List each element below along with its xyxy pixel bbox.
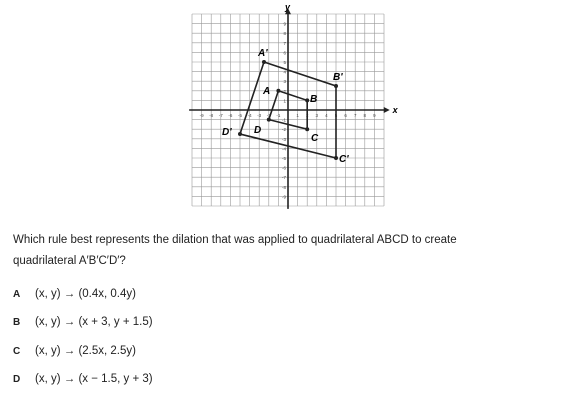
axis-label: y <box>284 2 291 12</box>
tick-label: 1 <box>283 98 286 103</box>
tick-label: 1 <box>296 113 299 118</box>
point-label: A <box>262 86 270 97</box>
choice[interactable]: A (x, y) → (0.4x, 0.4y) <box>13 288 136 300</box>
tick-label: -5 <box>282 156 286 161</box>
question-line: Which rule best represents the dilation … <box>13 234 457 246</box>
tick-label: 8 <box>364 113 367 118</box>
choice-letter: B <box>13 317 21 328</box>
choice-letter: C <box>13 346 21 357</box>
tick-label: 9 <box>373 113 376 118</box>
vertex <box>334 84 338 88</box>
tick-label: -7 <box>282 175 286 180</box>
tick-label: 5 <box>283 60 286 65</box>
choice-letter: D <box>13 374 21 385</box>
vertex <box>276 88 281 93</box>
tick-label: -1 <box>282 118 286 123</box>
vertex <box>266 117 271 122</box>
tick-label: -6 <box>228 113 232 118</box>
tick-label: 4 <box>325 113 328 118</box>
vertex <box>334 156 338 160</box>
vertex <box>238 132 242 136</box>
vertex <box>262 60 266 64</box>
choice-text: (x, y) → (x − 1.5, y + 3) <box>35 373 153 385</box>
tick-label: 6 <box>283 50 286 55</box>
tick-label: -3 <box>257 113 261 118</box>
tick-label: -1 <box>276 113 280 118</box>
tick-label: -5 <box>238 113 242 118</box>
choice[interactable]: B (x, y) → (x + 3, y + 1.5) <box>13 316 153 328</box>
point-label: C <box>311 133 319 144</box>
choice-text: (x, y) → (0.4x, 0.4y) <box>35 288 136 300</box>
tick-label: -8 <box>282 185 286 190</box>
point-label: D <box>254 125 261 136</box>
tick-label: 7 <box>283 41 286 46</box>
tick-label: -9 <box>200 113 204 118</box>
tick-label: 3 <box>283 79 286 84</box>
point-label: C' <box>339 154 349 165</box>
tick-label: 6 <box>344 113 347 118</box>
tick-label: 2 <box>283 89 286 94</box>
choice-text: (x, y) → (x + 3, y + 1.5) <box>35 316 153 328</box>
vertex <box>305 127 310 132</box>
tick-label: 9 <box>283 22 286 27</box>
tick-label: 8 <box>283 31 286 36</box>
arrow <box>285 8 291 15</box>
coordinate-graph: xy-9 -8 -7 -6 -5 -4 -3 -2 -1 1 2 3 4 5 6 7 8 9987654321-1… <box>189 2 399 209</box>
point-label: A' <box>257 48 268 59</box>
tick-label: 4 <box>283 70 286 75</box>
point-label: B' <box>333 72 343 83</box>
tick-label: -4 <box>282 146 286 151</box>
tick-label: -2 <box>267 113 271 118</box>
choice[interactable]: D (x, y) → (x − 1.5, y + 3) <box>13 373 153 385</box>
axis-label: x <box>392 105 399 115</box>
vertex <box>305 98 310 103</box>
question-line: quadrilateral A′B′C′D′? <box>13 255 126 267</box>
point-label: B <box>310 94 317 105</box>
tick-label: -4 <box>248 113 252 118</box>
choice[interactable]: C (x, y) → (2.5x, 2.5y) <box>13 345 136 357</box>
point-label: D' <box>222 127 232 138</box>
tick-label: -9 <box>282 194 286 199</box>
tick-label: 3 <box>316 113 319 118</box>
tick-label: -6 <box>282 166 286 171</box>
tick-label: -7 <box>219 113 223 118</box>
arrow <box>383 107 390 113</box>
choice-letter: A <box>13 289 21 300</box>
tick-label: -8 <box>209 113 213 118</box>
tick-label: -3 <box>282 137 286 142</box>
tick-label: -2 <box>282 127 286 132</box>
choice-text: (x, y) → (2.5x, 2.5y) <box>35 345 136 357</box>
tick-label: 7 <box>354 113 357 118</box>
